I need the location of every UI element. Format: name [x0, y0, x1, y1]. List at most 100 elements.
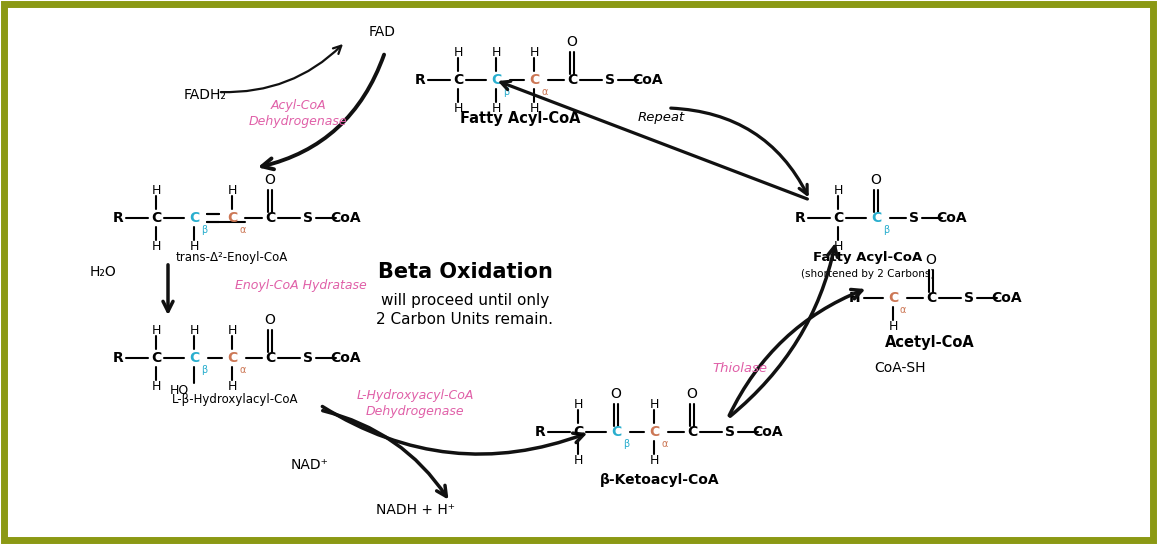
- Text: H: H: [492, 46, 501, 59]
- Text: Dehydrogenase: Dehydrogenase: [249, 115, 347, 128]
- Text: α: α: [661, 439, 668, 449]
- Text: β: β: [622, 439, 629, 449]
- Text: C: C: [926, 291, 936, 305]
- Text: O: O: [926, 253, 936, 267]
- Text: will proceed until only: will proceed until only: [381, 293, 550, 307]
- Text: (shortened by 2 Carbons): (shortened by 2 Carbons): [802, 269, 935, 279]
- Text: α: α: [900, 305, 906, 315]
- Text: H: H: [454, 102, 463, 114]
- Text: H: H: [833, 239, 842, 252]
- Text: CoA-SH: CoA-SH: [875, 361, 926, 375]
- Text: S: S: [605, 73, 616, 87]
- Text: HO: HO: [170, 384, 189, 397]
- Text: CoA: CoA: [992, 291, 1023, 305]
- Text: L-β-Hydroxylacyl-CoA: L-β-Hydroxylacyl-CoA: [171, 393, 299, 406]
- Text: FADH₂: FADH₂: [184, 88, 227, 102]
- Text: NAD⁺: NAD⁺: [292, 458, 329, 472]
- Text: O: O: [686, 387, 698, 401]
- Text: C: C: [611, 425, 621, 439]
- Text: H: H: [152, 324, 161, 337]
- Text: α: α: [239, 365, 245, 375]
- Text: H: H: [849, 291, 861, 305]
- Text: trans-Δ²-Enoyl-CoA: trans-Δ²-Enoyl-CoA: [176, 251, 288, 264]
- Text: O: O: [611, 387, 621, 401]
- Text: C: C: [529, 73, 539, 87]
- Text: H: H: [529, 102, 539, 114]
- Text: C: C: [491, 73, 501, 87]
- Text: H: H: [190, 239, 199, 252]
- Text: CoA: CoA: [633, 73, 663, 87]
- Text: H: H: [152, 183, 161, 196]
- Text: Fatty Acyl-CoA: Fatty Acyl-CoA: [813, 251, 922, 264]
- Text: O: O: [870, 173, 882, 187]
- Text: H: H: [574, 398, 583, 411]
- Text: CoA: CoA: [331, 351, 361, 365]
- Text: R: R: [112, 211, 124, 225]
- Text: R: R: [795, 211, 805, 225]
- Text: α: α: [239, 225, 245, 235]
- Text: Acetyl-CoA: Acetyl-CoA: [885, 335, 975, 349]
- Text: O: O: [567, 35, 577, 49]
- Text: C: C: [189, 351, 199, 365]
- Text: H: H: [574, 454, 583, 467]
- Text: R: R: [414, 73, 426, 87]
- Text: C: C: [687, 425, 698, 439]
- Text: CoA: CoA: [753, 425, 783, 439]
- Text: S: S: [964, 291, 974, 305]
- Text: H: H: [649, 398, 658, 411]
- Text: β: β: [503, 87, 509, 97]
- Text: H: H: [190, 324, 199, 337]
- Text: Fatty Acyl-CoA: Fatty Acyl-CoA: [459, 110, 581, 126]
- Text: H: H: [152, 239, 161, 252]
- Text: H: H: [227, 380, 237, 393]
- Text: NADH + H⁺: NADH + H⁺: [376, 503, 455, 517]
- Text: β: β: [883, 225, 890, 235]
- Text: C: C: [227, 351, 237, 365]
- Text: 2 Carbon Units remain.: 2 Carbon Units remain.: [376, 312, 553, 327]
- Text: C: C: [567, 73, 577, 87]
- Text: C: C: [452, 73, 463, 87]
- Text: C: C: [227, 211, 237, 225]
- Text: H: H: [492, 102, 501, 114]
- Text: H: H: [227, 183, 237, 196]
- Text: H: H: [454, 46, 463, 59]
- Text: α: α: [541, 87, 547, 97]
- Text: H: H: [227, 324, 237, 337]
- Text: Thiolase: Thiolase: [713, 362, 767, 374]
- Text: H: H: [889, 319, 898, 332]
- Text: C: C: [833, 211, 843, 225]
- Text: Repeat: Repeat: [638, 112, 685, 125]
- Text: C: C: [265, 351, 275, 365]
- Text: β-Ketoacyl-CoA: β-Ketoacyl-CoA: [600, 473, 720, 487]
- Text: CoA: CoA: [937, 211, 967, 225]
- Text: H: H: [649, 454, 658, 467]
- Text: S: S: [725, 425, 735, 439]
- Text: S: S: [303, 351, 314, 365]
- Text: H: H: [529, 46, 539, 59]
- Text: L-Hydroxyacyl-CoA: L-Hydroxyacyl-CoA: [356, 388, 473, 401]
- Text: Acyl-CoA: Acyl-CoA: [271, 98, 326, 112]
- Text: O: O: [265, 313, 275, 327]
- Text: Enoyl-CoA Hydratase: Enoyl-CoA Hydratase: [235, 279, 367, 292]
- Text: Dehydrogenase: Dehydrogenase: [366, 405, 464, 418]
- Text: C: C: [573, 425, 583, 439]
- Text: CoA: CoA: [331, 211, 361, 225]
- Text: O: O: [265, 173, 275, 187]
- Text: S: S: [909, 211, 919, 225]
- Text: C: C: [150, 351, 161, 365]
- Text: H₂O: H₂O: [90, 265, 117, 279]
- Text: C: C: [189, 211, 199, 225]
- Text: β: β: [201, 225, 207, 235]
- Text: C: C: [150, 211, 161, 225]
- Text: R: R: [535, 425, 545, 439]
- Text: H: H: [833, 183, 842, 196]
- Text: R: R: [112, 351, 124, 365]
- Text: S: S: [303, 211, 314, 225]
- Text: C: C: [887, 291, 898, 305]
- Text: β: β: [201, 365, 207, 375]
- Text: Beta Oxidation: Beta Oxidation: [377, 262, 552, 282]
- Text: C: C: [871, 211, 882, 225]
- Text: H: H: [152, 380, 161, 393]
- Text: C: C: [265, 211, 275, 225]
- Text: C: C: [649, 425, 659, 439]
